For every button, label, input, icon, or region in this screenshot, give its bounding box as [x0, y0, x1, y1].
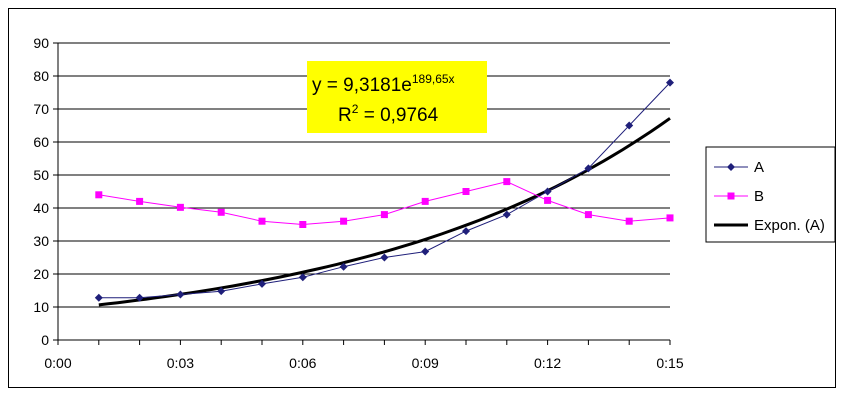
series-b-point [421, 197, 429, 205]
x-tick-label: 0:06 [289, 355, 316, 371]
series-b-point [462, 188, 470, 195]
series-a-point [258, 279, 266, 288]
chart-container: 0 10 20 30 40 50 60 70 80 90 0:00 0:03 0:06 0:09 0:12 0… [8, 8, 836, 388]
series-a-point [421, 247, 430, 256]
y-tick-label: 30 [33, 233, 49, 249]
series-a-point [94, 293, 103, 302]
y-tick-label: 90 [33, 35, 49, 51]
series-a-point [380, 253, 389, 262]
series-b-point [584, 211, 592, 219]
series-b-point [340, 217, 348, 225]
series-b-point [95, 191, 103, 199]
series-b-point [217, 208, 225, 216]
series-b-point [136, 197, 144, 205]
y-tick-label: 60 [33, 134, 49, 150]
series-layer [94, 78, 674, 302]
x-tick-label: 0:09 [412, 355, 439, 371]
y-tick-label: 20 [33, 266, 49, 282]
legend-label-b: B [754, 188, 764, 205]
x-tick-label: 0:12 [534, 355, 561, 371]
trendline-layer [98, 117, 671, 307]
equation-line: y = 9,3181e189,65x [312, 72, 455, 96]
series-b-point [625, 217, 633, 225]
y-tick-label: 40 [33, 200, 49, 216]
series-a-point [135, 293, 144, 302]
series-b-point [380, 211, 388, 219]
series-a-point [217, 287, 226, 296]
series-a-point [298, 273, 307, 282]
y-tick-label: 70 [33, 101, 49, 117]
series-b-point [258, 217, 266, 225]
series-a-point [584, 164, 593, 173]
legend-marker-b [727, 192, 735, 200]
axes: 0 10 20 30 40 50 60 70 80 90 0:00 0:03 0:06 0:09 0:12 0… [33, 35, 683, 371]
series-b-point [176, 203, 184, 211]
series-a-point [176, 290, 185, 299]
y-tick-label: 0 [41, 332, 49, 348]
series-b-point [544, 196, 552, 204]
series-b-point [299, 221, 307, 228]
r-squared-line: R2 = 0,9764 [338, 102, 439, 126]
y-tick-label: 10 [33, 299, 49, 315]
series-a-point [666, 78, 674, 87]
series-b-point [503, 178, 511, 186]
x-tick-label: 0:03 [167, 355, 194, 371]
trendline-expon-a [98, 117, 671, 307]
series-b-point [666, 214, 674, 222]
series-a-point [339, 262, 348, 271]
series-a-point [462, 227, 470, 236]
legend-label-a: A [754, 159, 764, 176]
y-tick-label: 50 [33, 167, 49, 183]
series-a-point [625, 121, 634, 130]
legend: A B Expon. (A) [705, 146, 836, 243]
trendline-equation-box: y = 9,3181e189,65x R2 = 0,9764 [307, 61, 487, 133]
chart-svg: 0 10 20 30 40 50 60 70 80 90 0:00 0:03 0:06 0:09 0:12 0… [8, 8, 836, 388]
x-tick-label: 0:00 [44, 355, 71, 371]
series-a-point [502, 210, 511, 219]
x-tick-label: 0:15 [656, 355, 683, 371]
legend-label-trend: Expon. (A) [754, 217, 825, 234]
equation-background [307, 61, 487, 133]
series-a-point [543, 187, 552, 196]
gridlines [58, 42, 670, 308]
y-tick-label: 80 [33, 68, 49, 84]
legend-marker-a [727, 163, 735, 171]
